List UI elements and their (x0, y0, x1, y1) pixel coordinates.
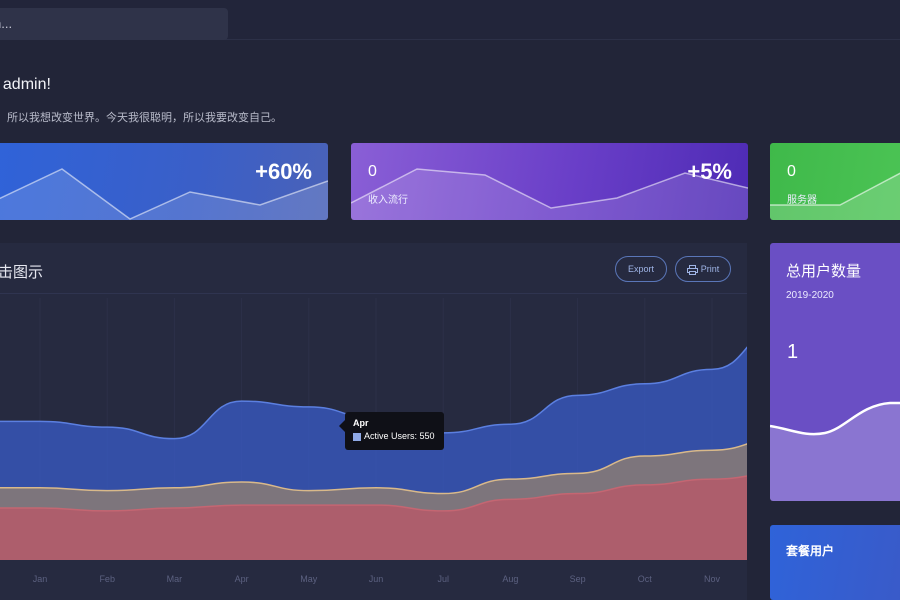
stat-card-sparkline (0, 168, 328, 220)
x-tick-label: Jun (369, 574, 384, 584)
print-button[interactable]: Print (675, 256, 731, 282)
x-tick-label: Jul (437, 574, 449, 584)
stat-card-value: 0 (787, 163, 796, 180)
stat-card-sparkline (351, 168, 748, 220)
stat-card-change: +5% (687, 159, 732, 184)
chart-title: 击图示 (0, 264, 44, 281)
total-users-wave (770, 401, 900, 501)
x-tick-label: Feb (99, 574, 115, 584)
total-users-card: 总用户数量 2019-2020 1 (770, 243, 900, 501)
top-bar: h... (0, 0, 900, 40)
tooltip-title: Apr (353, 418, 369, 428)
x-tick-label: Sep (570, 574, 586, 584)
total-users-value: 1 (787, 341, 799, 363)
x-tick-label: Apr (235, 574, 249, 584)
x-tick-label: Jan (33, 574, 48, 584)
tooltip-swatch (353, 432, 361, 441)
package-users-title: 套餐用户 (786, 544, 835, 558)
stat-card-sparkline (770, 172, 900, 220)
series-area-2 (0, 475, 747, 560)
stat-card-income: 0 收入流行 +5% (351, 143, 748, 220)
series-line-2 (0, 475, 747, 512)
stat-card-servers: 0 服务器 (770, 143, 900, 220)
area-chart: JanFebMarAprMayJunJulAugSepOctNovDec (0, 298, 747, 584)
stat-card-change: +60% (255, 159, 312, 184)
print-icon (686, 264, 698, 275)
welcome-motto: ，所以我想改变世界。今天我很聪明，所以我要改变自己。 (0, 112, 282, 124)
package-users-card: 套餐用户 (770, 525, 900, 600)
x-tick-label: Aug (502, 574, 518, 584)
x-tick-label: Oct (638, 574, 653, 584)
stat-card-label: 服务器 (787, 195, 817, 206)
stat-card-label: 收入流行 (368, 195, 408, 206)
total-users-title: 总用户数量 (786, 263, 862, 280)
print-button-label: Print (700, 264, 720, 274)
x-tick-label: Nov (704, 574, 721, 584)
x-tick-label: Mar (167, 574, 183, 584)
chart-tooltip: Apr Active Users: 550 (339, 412, 444, 450)
chart-panel: 击图示 Export Print Jan Feb Mar Apr May Jun Jul Au… (0, 243, 747, 600)
stat-card-value: 0 (368, 163, 377, 180)
export-button[interactable]: Export (615, 256, 667, 282)
total-users-range: 2019-2020 (786, 290, 834, 301)
tooltip-value: Active Users: 550 (364, 431, 435, 441)
stat-card-growth: +60% (0, 143, 328, 220)
panel-divider (0, 293, 747, 294)
welcome-greeting: , admin! (0, 76, 51, 93)
series-line-1 (0, 443, 747, 495)
search-input[interactable]: h... (0, 8, 228, 40)
x-tick-label: May (300, 574, 318, 584)
